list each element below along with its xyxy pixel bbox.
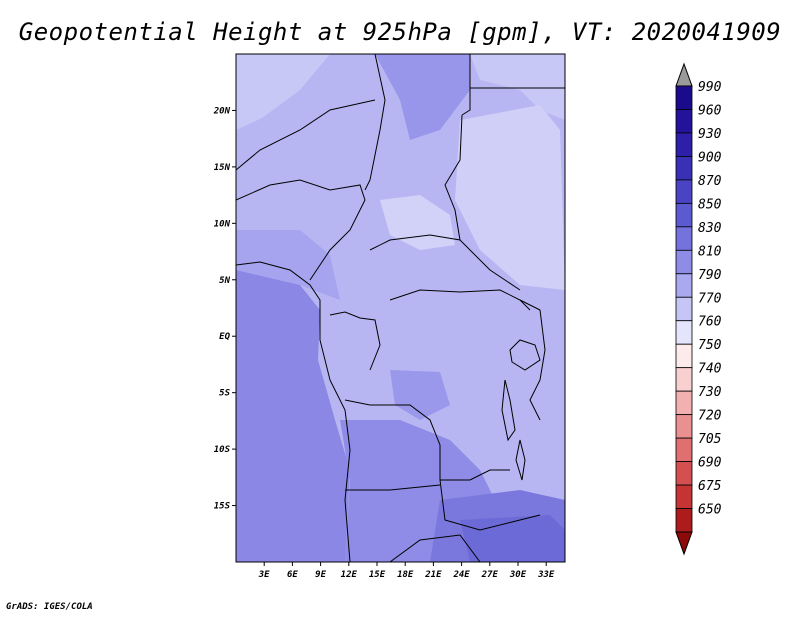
lon-tick-label: 27E: [481, 570, 499, 580]
country-borders: [236, 54, 565, 562]
lat-tick-label: 10S: [214, 445, 231, 455]
colorbar-label: 650: [698, 503, 722, 518]
lon-tick-label: 3E: [258, 570, 270, 580]
colorbar-swatch: [675, 132, 693, 157]
field-patch-south-dark: [460, 515, 565, 562]
longitude-ticks: 3E 6E 9E 12E 15E 18E 21E 24E 27E 30E 33E: [258, 562, 555, 580]
lon-tick-label: 15E: [369, 570, 386, 580]
colorbar-swatch: [675, 249, 693, 275]
border-libya-chad: [364, 54, 386, 191]
colorbar-label: 720: [698, 409, 722, 424]
border-east-africa: [519, 299, 546, 421]
latitude-ticks: 20N 15N 10N 5N EQ 5S 10S 15S: [213, 106, 236, 512]
colorbar-label: 960: [698, 103, 722, 118]
colorbar-label: 675: [698, 479, 722, 494]
colorbar-swatch: [675, 156, 693, 181]
border-car-drc: [389, 289, 531, 311]
border-lake-malawi: [515, 439, 526, 481]
field-patch-libya-dark: [375, 54, 470, 140]
lon-tick-label: 30E: [509, 570, 527, 580]
field-patch-sudan-light: [455, 105, 565, 290]
lat-tick-label: EQ: [219, 332, 230, 342]
field-patch-nigeria: [236, 230, 340, 300]
colorbar-label: 930: [698, 127, 722, 142]
lat-tick-label: 5N: [219, 276, 230, 286]
colorbar-label: 870: [698, 174, 722, 189]
colorbar-swatch: [675, 226, 693, 251]
border-cameroon-car: [369, 234, 521, 291]
field-patch-congo: [390, 370, 450, 420]
colorbar-label: 990: [698, 80, 722, 95]
lon-tick-label: 33E: [537, 570, 555, 580]
field-patch-north-light: [236, 54, 330, 130]
colorbar-swatch: [675, 508, 693, 533]
border-drc-angola: [344, 399, 441, 480]
colorbar-label: 850: [698, 197, 722, 212]
colorbar-label: 760: [698, 315, 722, 330]
border-angola-zambia: [440, 469, 510, 481]
colorbar-label: 810: [698, 244, 722, 259]
colorbar-label: 900: [698, 150, 722, 165]
colorbar-bottom-arrow: [675, 531, 693, 556]
lat-tick-label: 5S: [219, 389, 230, 399]
border-zambia-zimbabwe: [439, 479, 541, 531]
colorbar-label: 690: [698, 456, 722, 471]
map-frame: [235, 53, 566, 563]
colorbar-label: 730: [698, 385, 722, 400]
border-congo-gabon: [329, 311, 381, 371]
lon-tick-label: 12E: [341, 570, 358, 580]
field-patch-northeast-light: [470, 54, 565, 120]
colorbar-swatch: [675, 367, 693, 392]
border-egypt-sudan: [461, 54, 471, 116]
lon-tick-label: 24E: [452, 570, 470, 580]
border-namibia: [345, 484, 441, 491]
colorbar-swatch: [675, 437, 693, 462]
border-niger-nigeria: [236, 179, 366, 201]
colorbar-swatch: [675, 202, 693, 228]
colorbar-swatch: [675, 296, 693, 322]
lon-tick-label: 21E: [424, 570, 442, 580]
lat-tick-label: 10N: [214, 219, 231, 229]
colorbar-label: 770: [698, 291, 722, 306]
colorbar-label: 705: [698, 432, 722, 447]
colorbar-label: 740: [698, 362, 722, 377]
colorbar-swatch: [675, 85, 693, 110]
field-patch-atlantic: [236, 270, 350, 562]
lon-tick-label: 18E: [397, 570, 414, 580]
colorbar-swatch: [675, 179, 693, 204]
geopotential-field: [236, 54, 565, 562]
border-botswana: [389, 534, 481, 562]
colorbar-label: 750: [698, 338, 722, 353]
software-credit: GrADS: IGES/COLA: [6, 602, 93, 612]
border-lake-victoria: [509, 339, 541, 371]
colorbar-swatch: [675, 484, 693, 509]
colorbar-swatch: [675, 320, 693, 345]
colorbar-label: 790: [698, 268, 722, 283]
lat-tick-label: 15N: [214, 163, 231, 173]
colorbar-swatch: [675, 273, 693, 298]
colorbar-label: 830: [698, 221, 722, 236]
border-nigeria-cameroon: [309, 199, 366, 281]
colorbar-top-arrow: [675, 62, 693, 87]
border-west-africa: [236, 99, 376, 171]
border-chad-sudan: [444, 114, 463, 241]
colorbar-swatch: [675, 390, 693, 416]
border-lake-tanganyika: [501, 379, 516, 442]
colorbar-swatch: [675, 461, 693, 486]
lon-tick-label: 6E: [287, 570, 298, 580]
colorbar: 990 960 930 900 870 850 830 810 790 770 760 750 740 7…: [675, 62, 722, 556]
lon-tick-label: 9E: [315, 570, 326, 580]
lat-tick-label: 15S: [214, 502, 231, 512]
colorbar-swatch: [675, 414, 693, 439]
lat-tick-label: 20N: [213, 106, 231, 116]
colorbar-swatch: [675, 109, 693, 134]
border-coast-gulf-guinea: [236, 261, 351, 562]
chart-title: Geopotential Height at 925hPa [gpm], VT:…: [18, 18, 782, 46]
colorbar-swatch: [675, 343, 693, 369]
